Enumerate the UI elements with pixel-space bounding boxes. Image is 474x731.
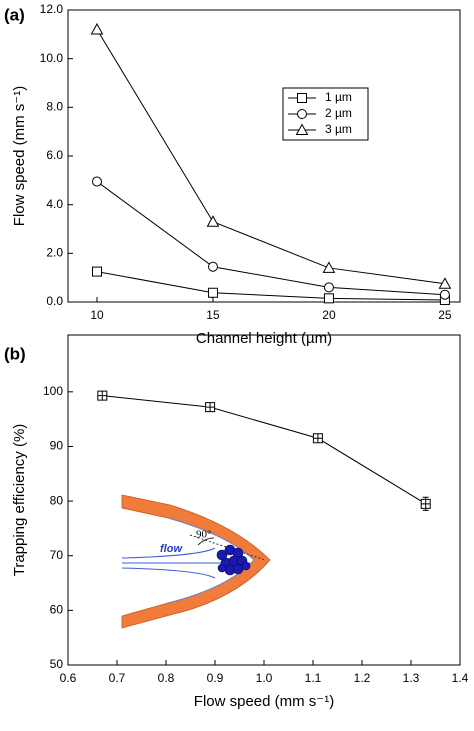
x-tick-label: 1.3 bbox=[403, 671, 420, 685]
y-tick-label: 0.0 bbox=[46, 294, 63, 308]
y-tick-label: 2.0 bbox=[46, 246, 63, 260]
marker bbox=[205, 402, 216, 413]
y-tick-label: 8.0 bbox=[46, 100, 63, 114]
series-line bbox=[102, 395, 426, 505]
marker bbox=[297, 93, 307, 103]
marker bbox=[323, 293, 334, 304]
marker bbox=[91, 176, 102, 187]
y-tick-label: 12.0 bbox=[40, 2, 64, 16]
marker bbox=[297, 109, 307, 119]
y-tick-label: 70 bbox=[50, 548, 64, 562]
annotation: flow bbox=[160, 543, 183, 555]
x-tick-label: 0.9 bbox=[207, 671, 224, 685]
marker bbox=[91, 266, 102, 277]
x-tick-label: 1.0 bbox=[256, 671, 273, 685]
series-line bbox=[96, 29, 445, 285]
y-tick-label: 4.0 bbox=[46, 197, 63, 211]
marker bbox=[312, 433, 323, 444]
trap-wall bbox=[121, 494, 271, 629]
marker bbox=[207, 261, 218, 272]
panel-label: (a) bbox=[4, 5, 25, 24]
panel: (b) 50 60 70 80 90 100 0.6 0.7 0.8 0.9 1.0 1.1 1.2 1.3… bbox=[4, 334, 469, 710]
x-tick-label: 1.1 bbox=[305, 671, 322, 685]
marker bbox=[206, 215, 220, 227]
plot-frame bbox=[67, 9, 461, 303]
y-tick-label: 6.0 bbox=[46, 148, 63, 162]
y-tick-label: 100 bbox=[43, 384, 63, 398]
angle-arc bbox=[197, 537, 215, 546]
y-axis-label: Trapping efficiency (%) bbox=[11, 424, 28, 577]
x-tick-label: 0.8 bbox=[158, 671, 175, 685]
x-tick-label: 1.4 bbox=[452, 671, 469, 685]
cell-cluster bbox=[216, 544, 251, 576]
guide bbox=[189, 534, 266, 561]
trap-edge bbox=[167, 517, 255, 604]
marker bbox=[97, 390, 108, 401]
marker bbox=[323, 282, 334, 293]
x-tick-label: 20 bbox=[322, 308, 336, 322]
annotation: 90° bbox=[196, 529, 211, 541]
series-line bbox=[96, 181, 445, 296]
marker bbox=[90, 22, 104, 35]
x-tick-label: 15 bbox=[206, 308, 220, 322]
y-tick-label: 80 bbox=[50, 493, 64, 507]
legend-label: 3 µm bbox=[325, 122, 352, 136]
x-tick-label: 25 bbox=[438, 308, 452, 322]
marker bbox=[439, 289, 450, 300]
marker bbox=[207, 287, 218, 298]
y-axis-label: Flow speed (mm s⁻¹) bbox=[11, 86, 28, 226]
x-tick-label: 1.2 bbox=[354, 671, 371, 685]
marker bbox=[420, 498, 431, 509]
panel-label: (b) bbox=[4, 344, 26, 363]
x-tick-label: 0.6 bbox=[60, 671, 77, 685]
y-tick-label: 50 bbox=[50, 657, 64, 671]
y-tick-label: 10.0 bbox=[40, 51, 64, 65]
legend-label: 1 µm bbox=[325, 90, 352, 104]
marker bbox=[295, 123, 309, 135]
marker bbox=[438, 277, 452, 289]
legend-label: 2 µm bbox=[325, 106, 352, 120]
y-tick-label: 90 bbox=[50, 439, 64, 453]
x-tick-label: 10 bbox=[90, 308, 104, 322]
y-tick-label: 60 bbox=[50, 603, 64, 617]
inset-diagram: flow 90° bbox=[121, 494, 271, 629]
x-axis-label: Channel height (µm) bbox=[196, 330, 332, 347]
series-line bbox=[96, 271, 445, 301]
panel: (a) 0.0 2.0 4.0 6.0 8.0 10.0 12.0 10 15 20 25 Channe… bbox=[4, 2, 461, 347]
x-axis-label: Flow speed (mm s⁻¹) bbox=[194, 693, 334, 710]
marker bbox=[322, 261, 336, 273]
x-tick-label: 0.7 bbox=[109, 671, 126, 685]
